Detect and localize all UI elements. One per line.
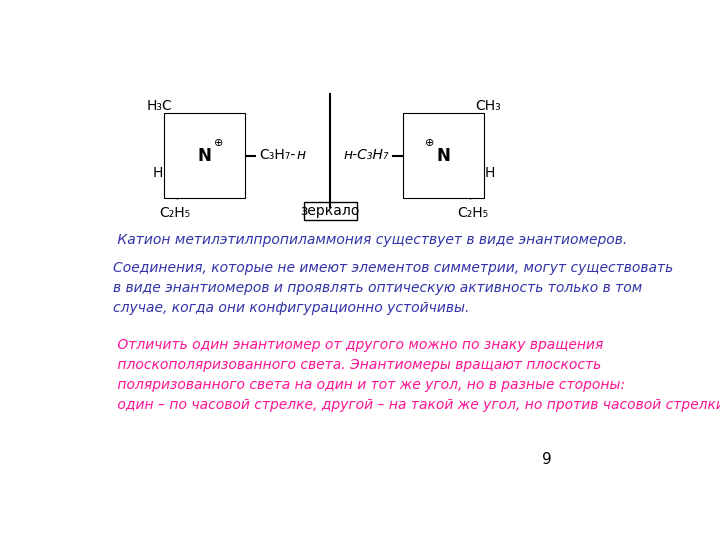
Text: н-C₃H₇: н-C₃H₇ [343, 148, 389, 162]
Text: C₂H₅: C₂H₅ [457, 206, 488, 220]
Text: н: н [296, 148, 305, 162]
Text: N: N [198, 147, 212, 165]
FancyBboxPatch shape [304, 202, 357, 220]
Text: N: N [436, 147, 450, 165]
Text: H: H [485, 166, 495, 180]
Text: C₂H₅: C₂H₅ [160, 206, 191, 220]
Text: C₃H₇-: C₃H₇- [259, 148, 295, 162]
Text: ⊕: ⊕ [425, 138, 434, 149]
Text: CH₃: CH₃ [475, 99, 501, 113]
Text: H: H [153, 166, 163, 180]
Text: Соединения, которые не имеют элементов симметрии, могут существовать
в виде энан: Соединения, которые не имеют элементов с… [113, 261, 673, 315]
Text: Катион метилэтилпропиламмония существует в виде энантиомеров.: Катион метилэтилпропиламмония существует… [113, 233, 628, 247]
Text: зеркало: зеркало [300, 204, 360, 218]
Text: ⊕: ⊕ [214, 138, 223, 149]
Text: 9: 9 [542, 452, 552, 467]
Text: Отличить один энантиомер от другого можно по знаку вращения
 плоскополяризованно: Отличить один энантиомер от другого можн… [113, 338, 720, 413]
Text: H₃C: H₃C [147, 99, 173, 113]
